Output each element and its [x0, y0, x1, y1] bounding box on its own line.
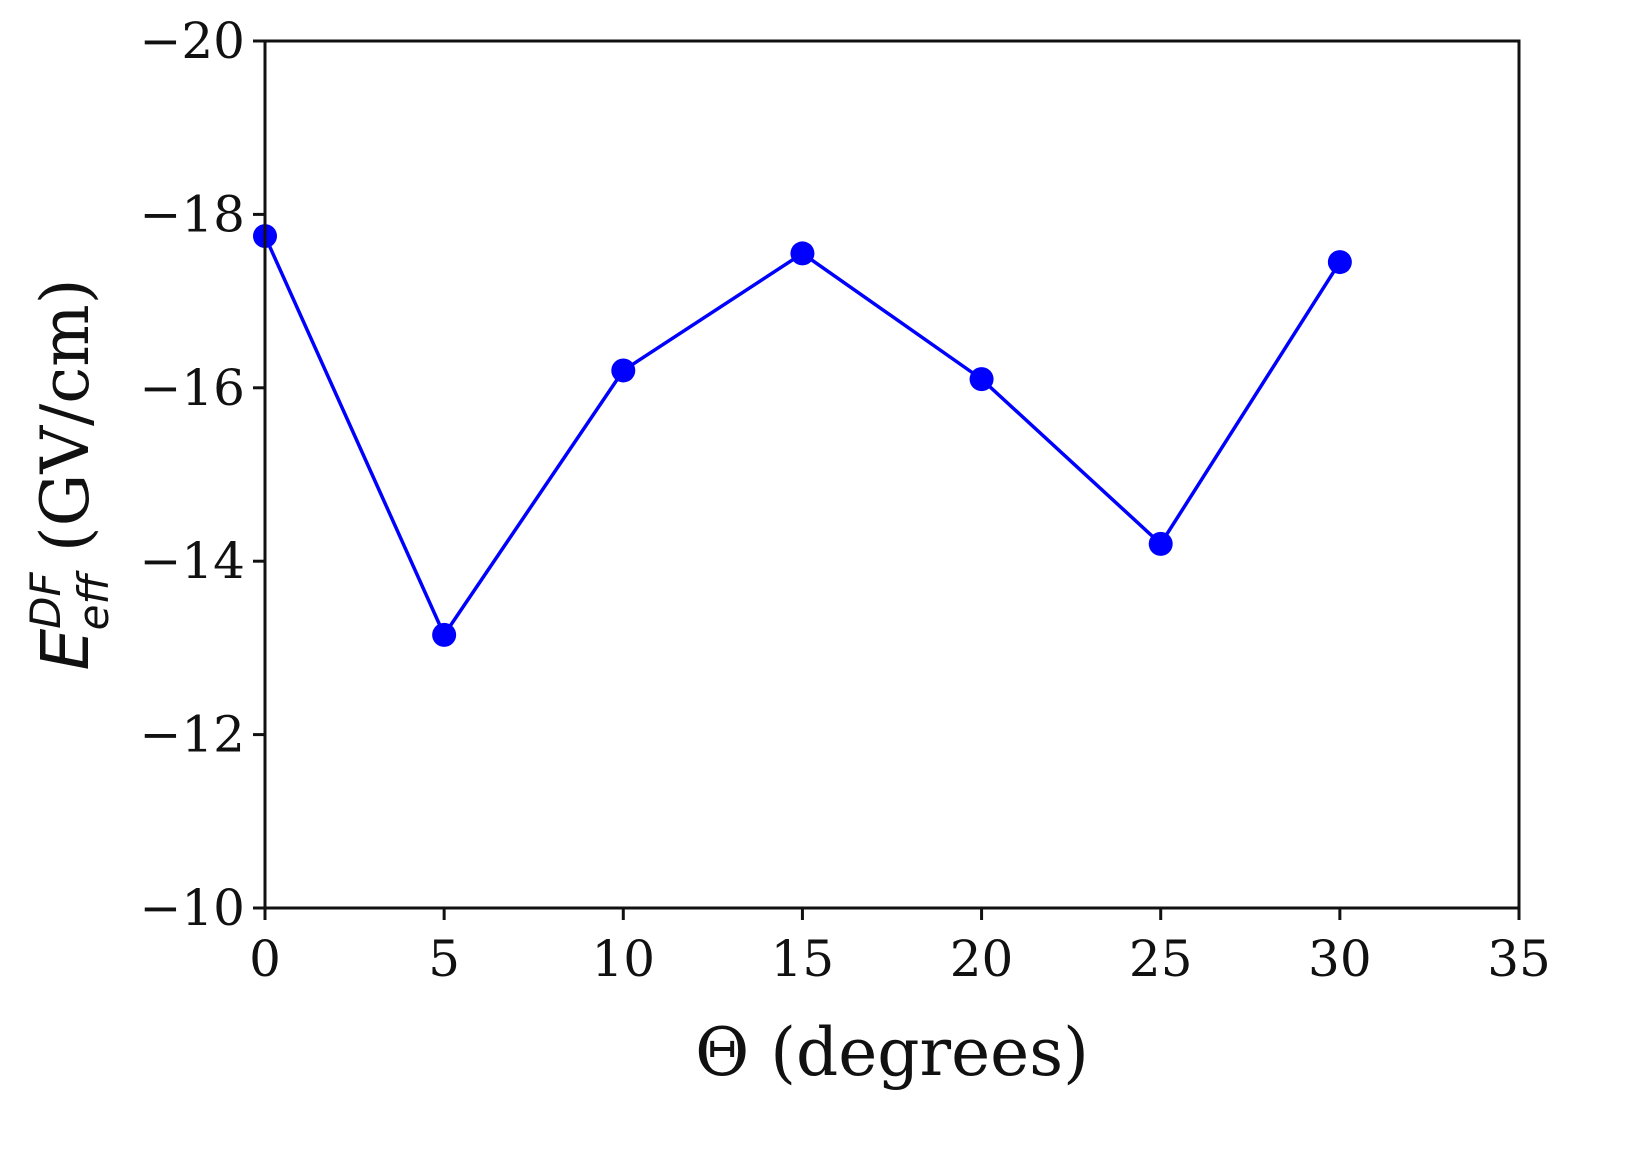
y-tick-label: −16 — [139, 359, 245, 417]
data-point — [1148, 531, 1173, 556]
y-axis-title: EDFeff (GV/cm) — [21, 278, 118, 670]
y-tick-label: −20 — [139, 12, 245, 70]
y-axis-title-superscript: DF — [21, 571, 70, 628]
x-tick-label: 25 — [1129, 930, 1193, 988]
y-tick-label: −14 — [139, 532, 245, 590]
y-axis-title-symbol: E — [27, 629, 104, 671]
data-point — [1327, 250, 1352, 275]
data-point — [969, 367, 994, 392]
x-tick-label: 30 — [1308, 930, 1372, 988]
plot-frame — [263, 39, 1521, 910]
data-point — [432, 622, 457, 647]
x-tick-label: 5 — [428, 930, 460, 988]
data-point — [611, 358, 636, 383]
y-axis-ticks: −20 −18 −16 −14 −12 −10 — [139, 12, 265, 937]
x-tick-label: 35 — [1487, 930, 1551, 988]
y-axis-title-subscript: eff — [69, 569, 118, 630]
x-tick-label: 20 — [950, 930, 1014, 988]
y-tick-label: −10 — [139, 879, 245, 937]
x-tick-label: 15 — [771, 930, 835, 988]
series-layer — [253, 224, 1352, 647]
y-tick-label: −12 — [139, 706, 245, 764]
x-axis-title: Θ (degrees) — [695, 1014, 1089, 1091]
series-line — [263, 235, 1342, 637]
y-axis-title-units: (GV/cm) — [27, 278, 104, 552]
x-axis-ticks: 0 5 10 15 20 25 30 35 — [249, 908, 1551, 988]
y-tick-label: −18 — [139, 185, 245, 243]
data-point — [790, 241, 815, 266]
x-tick-label: 10 — [591, 930, 655, 988]
x-tick-label: 0 — [249, 930, 281, 988]
